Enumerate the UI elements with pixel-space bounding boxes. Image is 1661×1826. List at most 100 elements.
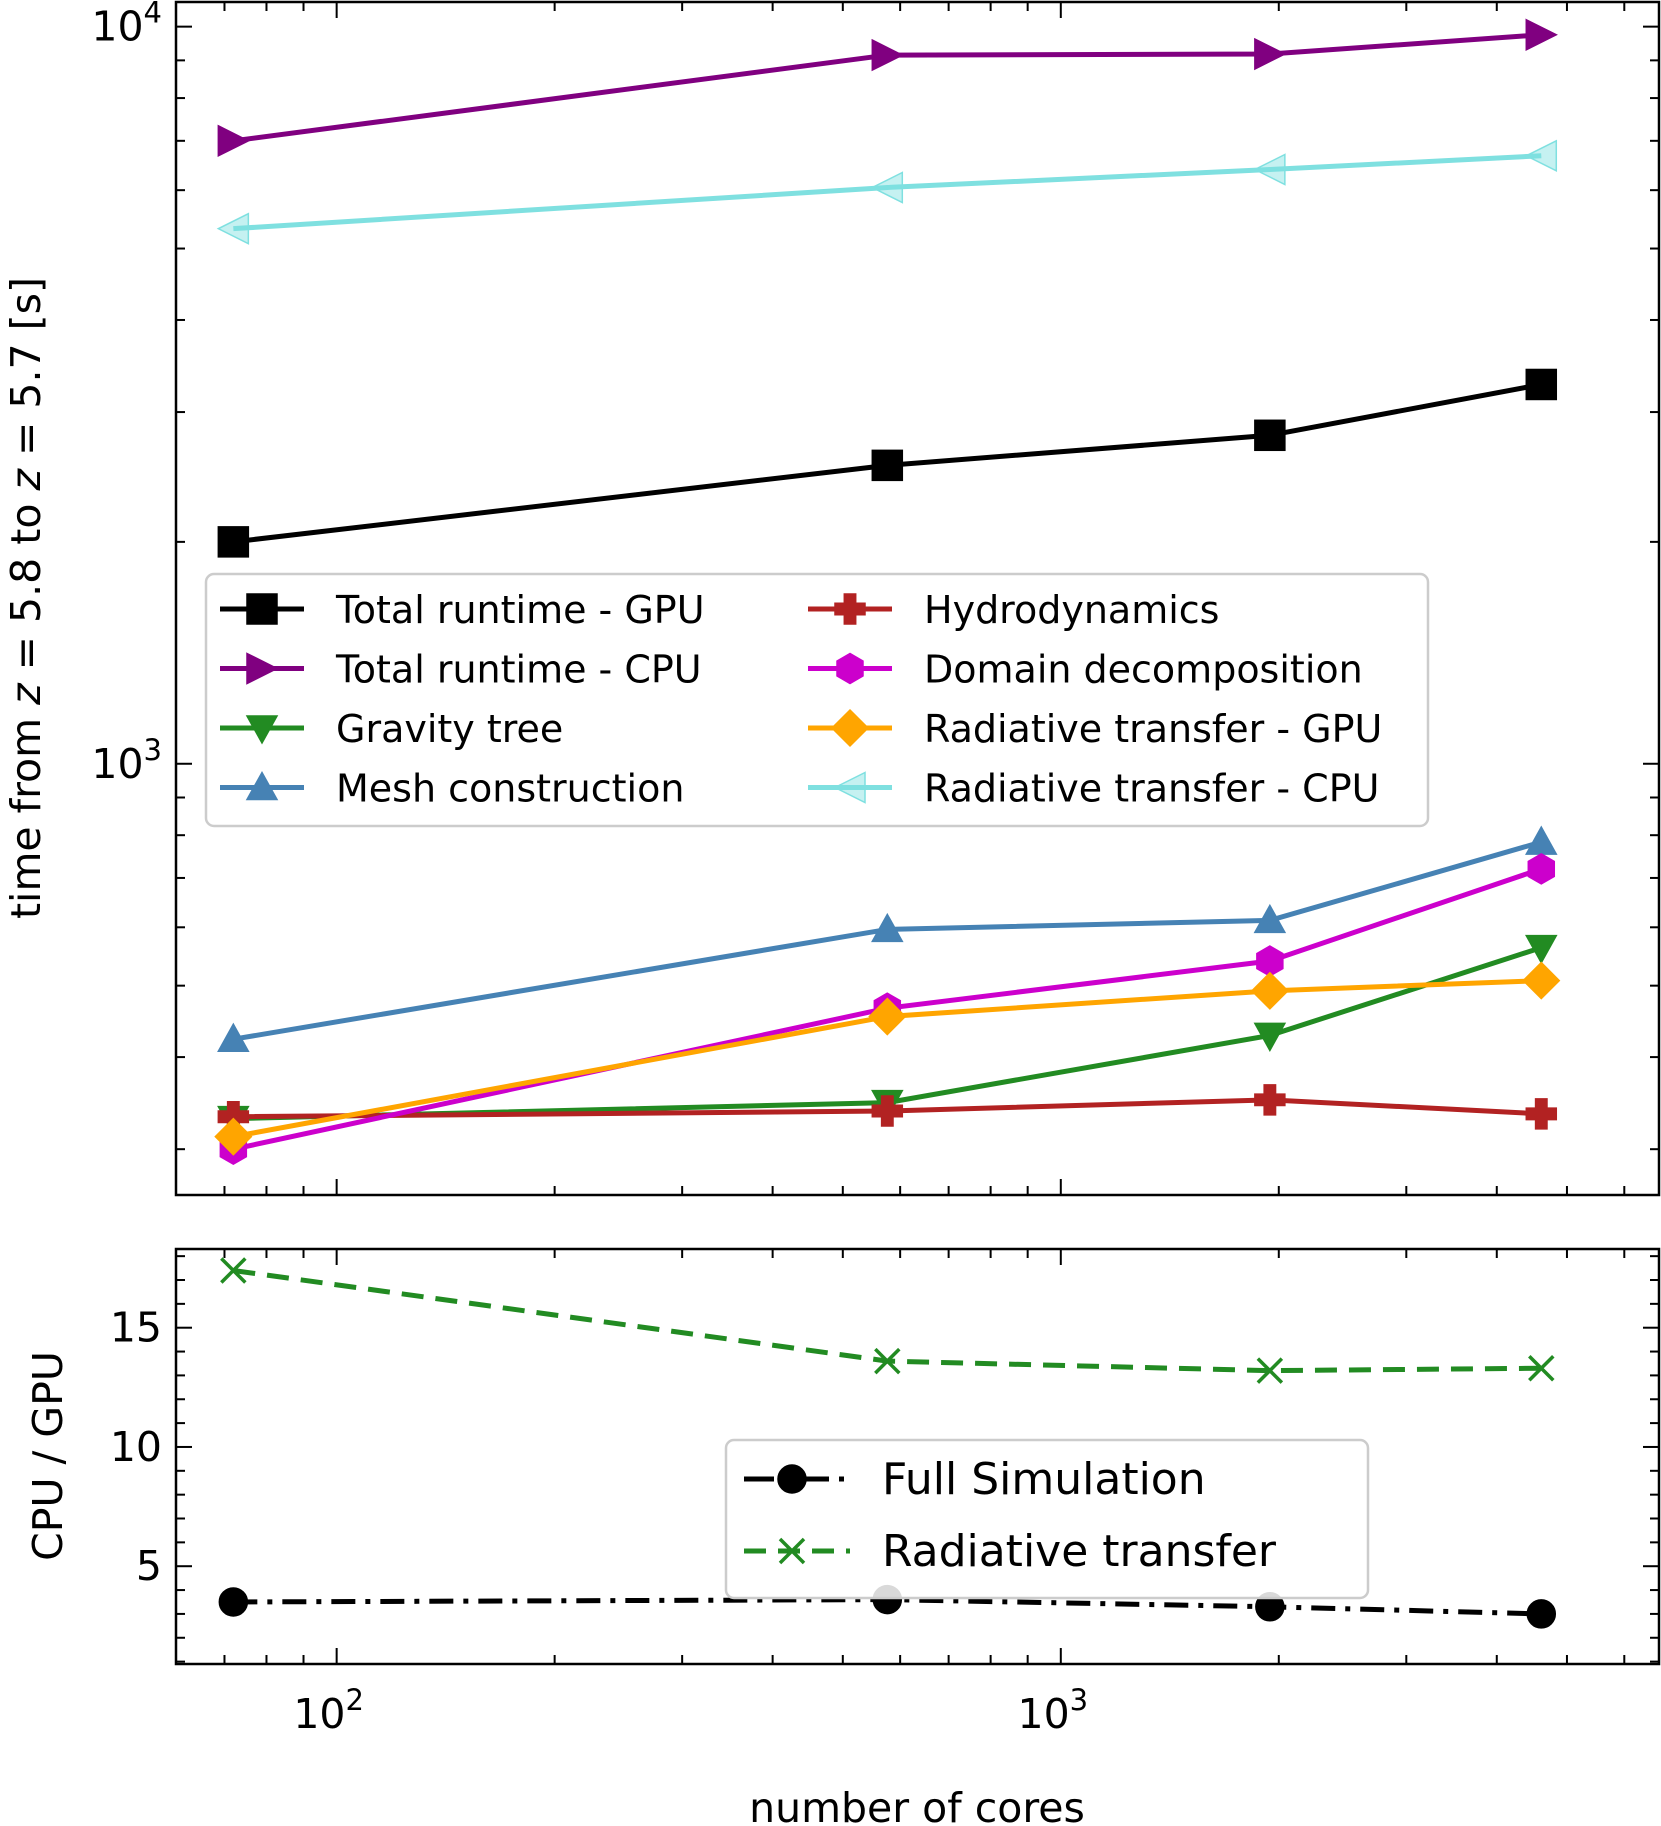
y-tick-label: 103 [91,733,162,788]
y-tick-label: 5 [136,1542,162,1590]
bottom-panel: 5 10 15 102 103 CPU / GPU number of cores F… [24,1247,1661,1826]
data-point [871,38,904,72]
data-point [1526,1599,1557,1629]
legend-item: Total runtime - GPU [220,588,705,632]
data-point [870,171,904,204]
legend-label: Domain decomposition [924,648,1363,692]
legend-item: Total runtime - CPU [220,648,702,692]
y-tick-label: 10 [110,1423,162,1471]
series-total-runtime-gpu [217,368,1558,558]
data-point [874,1347,901,1375]
top-ytick-labels: 103 104 [91,0,162,788]
top-ticks [175,2,1659,1195]
legend-item: Radiative transfer - GPU [808,707,1382,751]
legend-label: Radiative transfer - GPU [924,707,1382,751]
ylabel-part-2: = 5.8 to [2,491,50,684]
legend-item: Radiative transfer [744,1526,1277,1577]
series-line [233,382,1542,545]
data-point [245,770,279,801]
data-point [1254,1084,1286,1116]
ylabel-z-2: z [2,468,50,492]
legend-item: Gravity tree [220,707,563,751]
bottom-ticks [175,1249,1659,1664]
data-point [871,912,904,943]
bottom-series [218,1257,1557,1629]
series-line [232,978,1542,1140]
top-plot-frame [174,0,1661,1197]
data-point [246,593,278,625]
data-point [217,124,251,158]
data-point [218,1587,249,1617]
data-point [836,652,864,685]
data-point [1525,934,1558,965]
x-axis-label: number of cores [749,1784,1085,1826]
legend-item: Hydrodynamics [808,588,1219,632]
bottom-legend: Full Simulation Radiative transfer [724,1438,1370,1600]
data-point [1254,419,1286,452]
data-point [246,652,279,685]
series-radiative-transfer [220,1257,1555,1384]
data-point [1524,139,1558,173]
bottom-plot-frame [174,1247,1661,1666]
bottom-ytick-labels: 5 10 15 [110,1304,162,1591]
ylabel-part-1: time from [2,705,50,919]
y-tick-label: 15 [110,1304,162,1352]
data-point [1256,1357,1284,1384]
series-radiative-transfer-gpu [214,961,1561,1156]
data-point [220,1257,247,1284]
top-legend: Total runtime - GPU Total runtime - CPU Gr… [204,572,1430,828]
series-line [232,1267,1542,1374]
series-line [233,1597,1542,1617]
series-line [233,945,1543,1122]
data-point [1253,903,1287,934]
bottom-legend-box [724,1438,1370,1600]
ylabel-z-1: z [2,682,50,706]
x-tick-label: 102 [293,1683,364,1738]
legend-item: Radiative transfer - CPU [808,767,1379,811]
data-point [834,593,866,625]
x-tick-labels: 102 103 [293,1683,1088,1738]
data-point [1525,1098,1558,1130]
series-total-runtime-cpu [217,18,1558,158]
legend-label: Gravity tree [336,707,563,751]
data-point [1527,853,1556,885]
data-point [216,212,250,245]
series-line [233,153,1542,232]
data-point [1253,153,1286,186]
top-y-axis-label: time from z = 5.8 to z = 5.7 [s] [2,277,50,919]
bottom-y-axis-label: CPU / GPU [24,1351,72,1561]
series-hydrodynamics [217,1084,1558,1133]
legend-label: Total runtime - CPU [335,648,702,692]
data-point [217,526,250,558]
data-point [1256,945,1284,977]
data-point [1253,1022,1287,1052]
data-point [833,771,866,804]
data-point [1528,1355,1555,1382]
legend-item: Domain decomposition [808,648,1363,692]
legend-label: Radiative transfer - CPU [924,767,1379,811]
legend-item: Full Simulation [744,1454,1206,1505]
data-point [1525,368,1558,401]
series-line [233,1097,1542,1120]
data-point [830,708,870,748]
top-legend-box [204,572,1430,828]
legend-label: Mesh construction [336,767,684,811]
x-tick-label: 103 [1017,1683,1088,1738]
series-full-simulation [218,1584,1557,1629]
data-point [868,997,907,1036]
legend-label: Total runtime - GPU [335,588,705,632]
data-point [217,1022,250,1052]
data-point [1525,18,1558,51]
data-point [245,715,279,745]
data-point [871,1095,904,1127]
data-point [871,449,904,482]
y-tick-label: 104 [91,0,162,51]
data-point [777,1464,807,1494]
legend-label: Hydrodynamics [924,588,1219,632]
legend-label: Radiative transfer [882,1526,1277,1577]
top-series [214,18,1561,1166]
series-radiative-transfer-cpu [216,139,1558,245]
data-point [214,1117,253,1156]
